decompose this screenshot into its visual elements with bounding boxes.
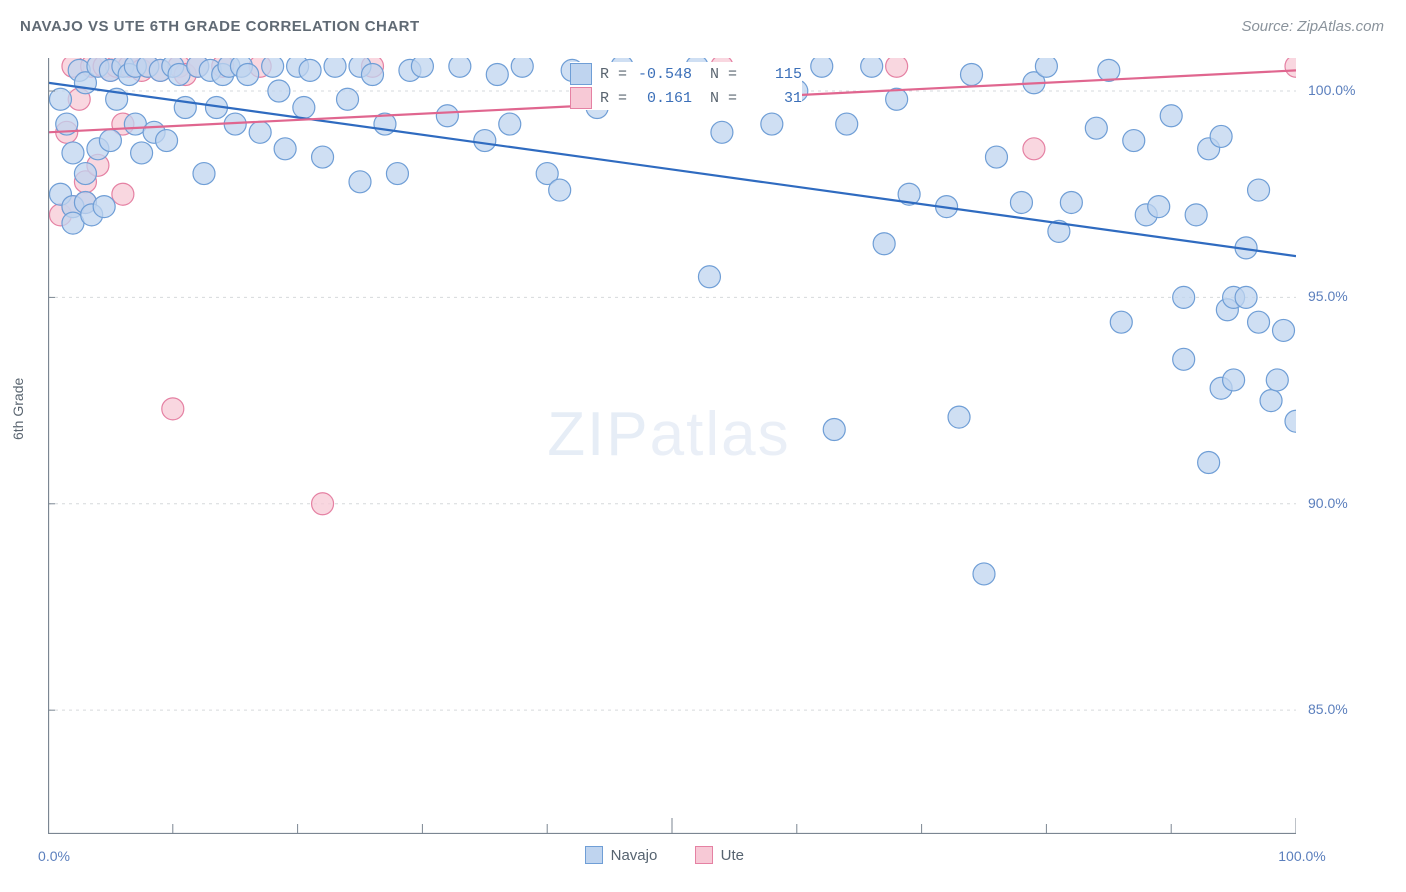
stats-text: R = 0.161 N = 31: [600, 90, 802, 107]
source-attribution: Source: ZipAtlas.com: [1241, 18, 1384, 35]
y-tick-label: 95.0%: [1308, 288, 1348, 304]
legend-item: Ute: [695, 846, 744, 864]
legend-label: Navajo: [611, 847, 658, 864]
stats-swatch: [570, 63, 592, 85]
y-tick-label: 90.0%: [1308, 495, 1348, 511]
y-tick-label: 100.0%: [1308, 82, 1355, 98]
chart-container: NAVAJO VS UTE 6TH GRADE CORRELATION CHAR…: [0, 0, 1406, 892]
stats-text: R = -0.548 N = 115: [600, 66, 802, 83]
chart-title: NAVAJO VS UTE 6TH GRADE CORRELATION CHAR…: [20, 18, 420, 35]
x-tick-label: 0.0%: [24, 848, 84, 864]
stats-row: R = -0.548 N = 115: [570, 62, 802, 86]
stats-swatch: [570, 87, 592, 109]
legend-swatch: [695, 846, 713, 864]
y-tick-label: 85.0%: [1308, 701, 1348, 717]
legend-item: Navajo: [585, 846, 658, 864]
legend-label: Ute: [721, 847, 744, 864]
scatter-plot: [48, 58, 1296, 834]
x-tick-label: 100.0%: [1272, 848, 1332, 864]
stats-row: R = 0.161 N = 31: [570, 86, 802, 110]
regression-stats-box: R = -0.548 N = 115 R = 0.161 N = 31: [570, 62, 802, 110]
y-axis-label: 6th Grade: [10, 378, 26, 440]
legend-swatch: [585, 846, 603, 864]
